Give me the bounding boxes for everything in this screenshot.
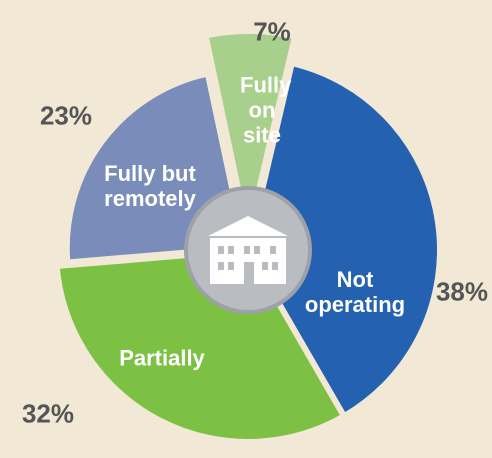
slice-label: Fully on site bbox=[240, 72, 292, 148]
slice-label: Not operating bbox=[304, 267, 406, 317]
value-label: 32% bbox=[21, 398, 75, 429]
value-label: 38% bbox=[435, 276, 489, 307]
building-windows bbox=[218, 246, 278, 284]
slice-label: Fully but remotely bbox=[104, 161, 196, 211]
pie-slice bbox=[201, 28, 299, 237]
value-label: 7% bbox=[253, 16, 291, 47]
value-label: 23% bbox=[39, 100, 93, 131]
slice-label: Partially bbox=[119, 345, 205, 371]
